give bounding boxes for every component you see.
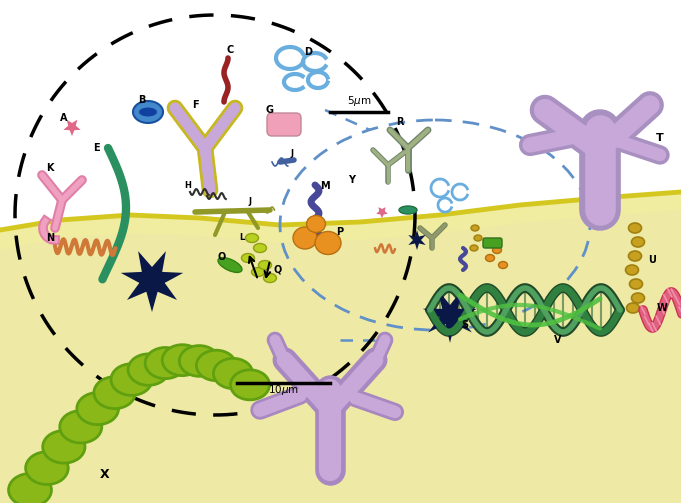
Polygon shape [423, 290, 477, 343]
Polygon shape [409, 230, 426, 250]
Text: V: V [554, 335, 562, 345]
Polygon shape [377, 207, 387, 218]
Text: A: A [60, 113, 67, 123]
Ellipse shape [629, 251, 642, 261]
Polygon shape [0, 192, 681, 503]
Ellipse shape [245, 233, 259, 242]
Ellipse shape [9, 473, 52, 503]
Ellipse shape [627, 303, 639, 313]
Ellipse shape [230, 370, 270, 400]
FancyBboxPatch shape [267, 113, 301, 136]
Text: H: H [185, 181, 191, 190]
Ellipse shape [139, 108, 157, 117]
Text: J: J [249, 198, 251, 207]
Text: D: D [304, 47, 312, 57]
Text: W: W [656, 303, 667, 313]
Text: U: U [648, 255, 656, 265]
Text: B: B [138, 95, 146, 105]
Text: R: R [396, 117, 404, 127]
Text: O: O [218, 252, 226, 262]
Ellipse shape [242, 254, 255, 263]
Text: T: T [656, 133, 664, 143]
Ellipse shape [259, 261, 272, 270]
Text: J: J [291, 148, 294, 157]
Ellipse shape [128, 354, 169, 385]
Ellipse shape [626, 265, 639, 275]
Ellipse shape [133, 101, 163, 123]
Text: L: L [240, 233, 244, 242]
Ellipse shape [251, 268, 264, 277]
Ellipse shape [60, 410, 101, 443]
Polygon shape [121, 251, 183, 312]
Polygon shape [63, 120, 80, 136]
Ellipse shape [631, 237, 644, 247]
Text: S: S [462, 320, 469, 330]
Ellipse shape [145, 348, 186, 379]
Text: Q: Q [274, 265, 282, 275]
Ellipse shape [179, 346, 219, 376]
Text: E: E [93, 143, 99, 153]
Ellipse shape [111, 364, 152, 395]
Ellipse shape [631, 293, 644, 303]
Ellipse shape [629, 279, 642, 289]
FancyBboxPatch shape [483, 238, 502, 248]
Ellipse shape [470, 245, 478, 251]
Ellipse shape [315, 231, 341, 255]
Text: K: K [46, 163, 54, 173]
Ellipse shape [162, 345, 202, 376]
Text: N: N [46, 233, 54, 243]
Text: G: G [266, 105, 274, 115]
Ellipse shape [474, 235, 482, 241]
Ellipse shape [471, 225, 479, 231]
Ellipse shape [486, 255, 494, 262]
Text: X: X [100, 468, 110, 481]
Ellipse shape [399, 206, 417, 214]
Text: M: M [320, 181, 330, 191]
Ellipse shape [293, 227, 317, 249]
Ellipse shape [77, 392, 118, 425]
Polygon shape [0, 210, 681, 503]
Ellipse shape [498, 262, 507, 269]
Ellipse shape [94, 377, 136, 408]
Text: C: C [226, 45, 234, 55]
Ellipse shape [26, 452, 68, 484]
Ellipse shape [43, 431, 85, 463]
Ellipse shape [213, 358, 253, 389]
Ellipse shape [629, 223, 642, 233]
Ellipse shape [196, 350, 236, 381]
Ellipse shape [306, 215, 326, 232]
Text: F: F [191, 100, 198, 110]
Ellipse shape [264, 274, 276, 283]
Ellipse shape [218, 258, 242, 273]
Ellipse shape [492, 246, 501, 254]
Text: Y: Y [349, 175, 355, 185]
Text: 5$\mu$m: 5$\mu$m [347, 94, 371, 108]
Ellipse shape [253, 243, 266, 253]
Text: P: P [336, 227, 343, 237]
Text: 10$\mu$m: 10$\mu$m [268, 383, 299, 397]
